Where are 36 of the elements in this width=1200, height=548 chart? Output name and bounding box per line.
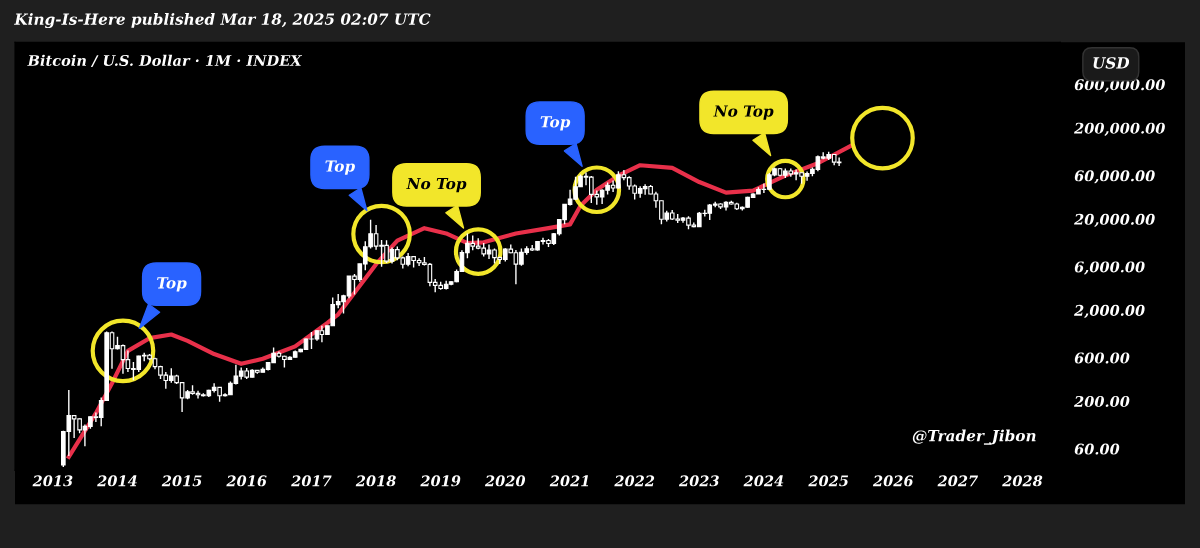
text: King-Is-Here published Mar 18, 2025 02:07 UTC (14, 13, 431, 29)
x-tick-label: 2021 (549, 475, 589, 487)
x-tick-label: 2027 (937, 475, 979, 487)
y-tick-label: 600,000.00 (1074, 79, 1165, 93)
x-tick-label: 2019 (420, 475, 461, 487)
annotation: @Trader_Jibon (912, 429, 1036, 445)
candlestick (836, 156, 842, 167)
x-tick-label: 2020 (484, 475, 526, 487)
x-tick-label: 2016 (226, 475, 267, 487)
x-tick-label: 2013 (32, 475, 73, 487)
x-tick-label: 2015 (161, 475, 202, 487)
annotation: Top (540, 116, 571, 131)
x-tick-label: 2028 (1002, 475, 1043, 487)
annotation: Top (325, 160, 355, 175)
y-tick-label: 6,000.00 (1074, 261, 1145, 275)
x-tick-label: 2018 (355, 475, 396, 487)
annotation: No Top (406, 177, 467, 193)
y-tick-label: 200.00 (1074, 395, 1130, 407)
y-tick-label: 60.00 (1074, 443, 1120, 455)
annotation: No Top (713, 105, 774, 120)
x-tick-label: 2025 (808, 475, 849, 487)
x-tick-label: 2023 (678, 475, 719, 487)
x-tick-label: 2014 (97, 475, 137, 487)
y-tick-label: 2,000.00 (1074, 304, 1145, 319)
y-tick-label: 20,000.00 (1074, 213, 1155, 228)
x-tick-label: 2026 (872, 475, 914, 487)
x-tick-label: 2022 (614, 475, 655, 487)
y-tick-label: 200,000.00 (1074, 122, 1165, 136)
text: USD (1093, 57, 1130, 69)
annotation: Top (157, 277, 187, 292)
y-tick-label: 60,000.00 (1074, 170, 1155, 184)
line-series (66, 144, 853, 459)
x-tick-label: 2024 (743, 475, 784, 487)
y-tick-label: 600.00 (1074, 352, 1130, 364)
text: Bitcoin / U.S. Dollar · 1M · INDEX (27, 54, 303, 68)
x-tick-label: 2017 (291, 475, 332, 487)
